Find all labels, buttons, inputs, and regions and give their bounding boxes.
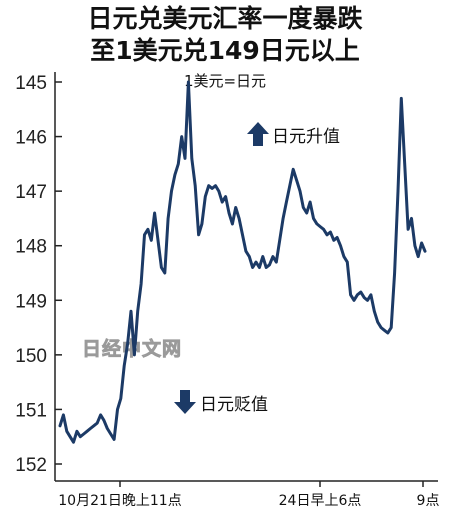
arrow-up-icon <box>247 122 269 146</box>
y-tick-label: 151 <box>15 400 47 421</box>
arrow-down-icon <box>174 390 196 414</box>
y-ticks: 145 146 147 148 149 150 151 152 <box>15 73 62 476</box>
x-tick-label: 24日早上6点 <box>279 493 362 509</box>
yen-down-label: 日元贬值 <box>200 395 268 415</box>
series-line <box>58 80 427 444</box>
x-tick-label: 10月21日晚上11点 <box>58 493 181 509</box>
y-tick-label: 145 <box>15 73 47 94</box>
y-tick-label: 147 <box>15 182 47 203</box>
yen-up-annotation: 日元升值 <box>247 122 340 147</box>
yen-down-annotation: 日元贬值 <box>174 390 268 415</box>
x-tick-label: 9点 <box>417 493 440 509</box>
y-tick-label: 152 <box>15 455 47 476</box>
x-ticks: 10月21日晚上11点 24日早上6点 9点 <box>58 481 439 509</box>
unit-note: 1美元=日元 <box>183 72 267 90</box>
y-tick-label: 148 <box>15 237 47 258</box>
watermark-text: 日经中文网 <box>82 337 182 360</box>
y-tick-label: 150 <box>15 346 47 367</box>
chart-title: 日元兑美元汇率一度暴跌 <box>87 4 363 33</box>
y-tick-label: 146 <box>15 128 47 149</box>
chart-subtitle: 至1美元兑149日元以上 <box>90 36 360 65</box>
y-tick-label: 149 <box>15 291 47 312</box>
yen-up-label: 日元升值 <box>272 127 340 147</box>
